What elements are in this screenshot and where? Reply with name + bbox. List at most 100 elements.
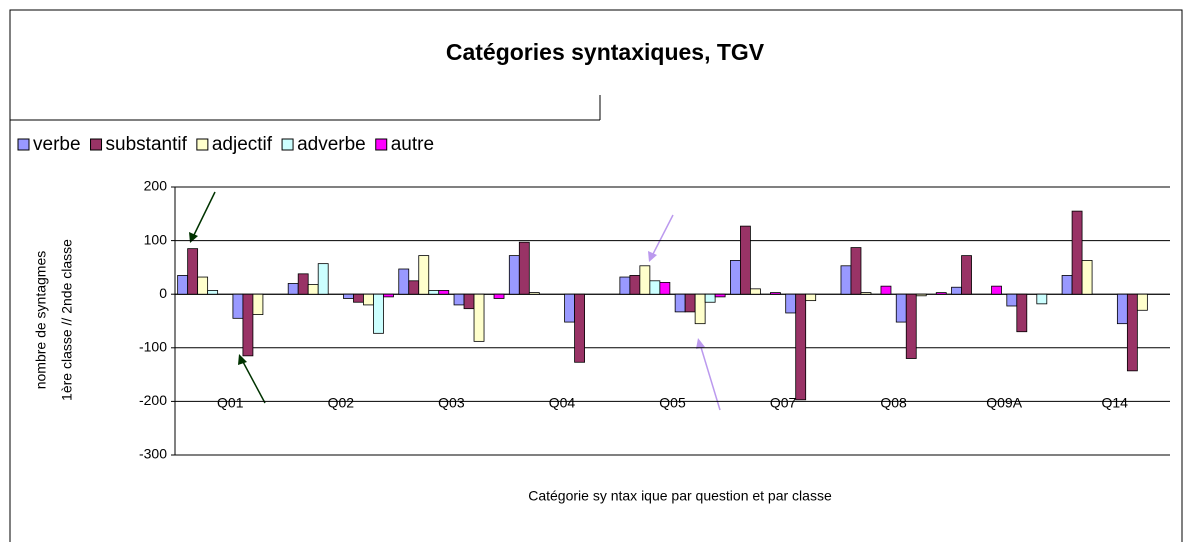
bar <box>905 293 917 359</box>
bar <box>307 284 319 295</box>
legend-label: adjectif <box>212 134 273 155</box>
x-axis-label: Catégorie sy ntax ique par question et p… <box>528 488 832 504</box>
bar <box>1116 293 1128 325</box>
y-tick-label: 100 <box>144 231 168 247</box>
x-tick-label: Q14 <box>1101 395 1128 411</box>
bar <box>714 293 726 298</box>
bar <box>232 293 244 319</box>
bar <box>574 293 585 363</box>
bar <box>1061 275 1073 295</box>
bar <box>895 293 907 323</box>
y-tick-label: 0 <box>159 285 167 301</box>
legend-swatch <box>281 138 294 151</box>
bar <box>1006 293 1018 307</box>
x-tick-label: Q07 <box>770 395 797 411</box>
bar <box>252 293 264 315</box>
bar <box>840 265 852 295</box>
arrow <box>651 214 674 257</box>
bar <box>373 293 384 334</box>
legend-swatch <box>17 138 30 151</box>
bar <box>659 282 671 295</box>
legend-label: adverbe <box>297 134 366 155</box>
bar <box>363 293 374 306</box>
chart-border <box>9 9 1183 542</box>
bar <box>287 283 299 295</box>
bar <box>528 292 540 295</box>
x-tick-label: Q08 <box>880 395 907 411</box>
bar <box>795 293 807 401</box>
bar <box>961 255 972 295</box>
bar <box>684 293 696 313</box>
legend-label: autre <box>391 134 434 155</box>
bar <box>704 293 716 303</box>
bar <box>805 293 817 302</box>
bar <box>508 255 520 295</box>
bar <box>493 293 505 299</box>
bar <box>1071 210 1083 295</box>
bar <box>1036 293 1048 305</box>
bar <box>242 293 254 357</box>
legend-swatch <box>375 138 388 151</box>
bar <box>343 293 354 299</box>
bar <box>564 293 575 323</box>
x-tick-label: Q02 <box>328 395 355 411</box>
bar <box>935 292 947 295</box>
chart-title: Catégories syntaxiques, TGV <box>446 39 765 65</box>
y-tick-label: 200 <box>144 178 168 194</box>
bar <box>383 293 394 298</box>
bar <box>1016 293 1028 333</box>
legend-label: verbe <box>33 134 81 155</box>
bar <box>750 288 761 295</box>
y-axis-label: 1ère classe // 2nde classe <box>59 239 75 401</box>
arrow <box>192 191 216 238</box>
bar <box>674 293 686 313</box>
bar <box>463 293 475 310</box>
bar <box>860 292 872 295</box>
bar <box>880 285 892 295</box>
y-tick-label: -300 <box>139 446 167 462</box>
bar <box>740 225 751 295</box>
y-tick-label: -100 <box>139 339 167 355</box>
bar <box>428 290 440 295</box>
bar <box>850 247 862 295</box>
bar <box>1081 260 1093 295</box>
x-tick-label: Q03 <box>438 395 465 411</box>
bar <box>649 280 661 295</box>
arrow-head <box>648 251 657 262</box>
x-tick-label: Q09A <box>986 395 1022 411</box>
y-axis-label: nombre de syntagmes <box>33 251 49 390</box>
bar <box>518 241 530 295</box>
bar <box>177 275 189 295</box>
legend-label: substantif <box>106 134 188 155</box>
arrow <box>241 359 266 404</box>
legend-swatch <box>90 138 103 151</box>
arrow-head <box>238 354 247 365</box>
bar <box>418 255 430 295</box>
bar <box>730 260 741 295</box>
bar <box>639 265 651 295</box>
bar <box>453 293 465 306</box>
bar <box>694 293 706 325</box>
bar <box>473 293 485 342</box>
arrow-head <box>696 338 705 349</box>
annotations <box>189 191 721 411</box>
bar <box>207 290 219 295</box>
bar <box>991 285 1002 295</box>
bar <box>438 290 450 295</box>
bar <box>297 273 309 295</box>
bar <box>1136 293 1148 311</box>
bar <box>785 293 797 314</box>
bar <box>770 292 781 295</box>
bar <box>353 293 364 303</box>
bar <box>197 276 209 295</box>
x-tick-label: Q05 <box>659 395 686 411</box>
x-tick-label: Q01 <box>217 395 244 411</box>
bar <box>398 268 410 295</box>
bar <box>619 276 631 295</box>
bar <box>915 293 927 297</box>
x-tick-label: Q04 <box>549 395 576 411</box>
bar <box>408 280 420 295</box>
bar <box>187 248 199 295</box>
bar <box>951 286 962 295</box>
